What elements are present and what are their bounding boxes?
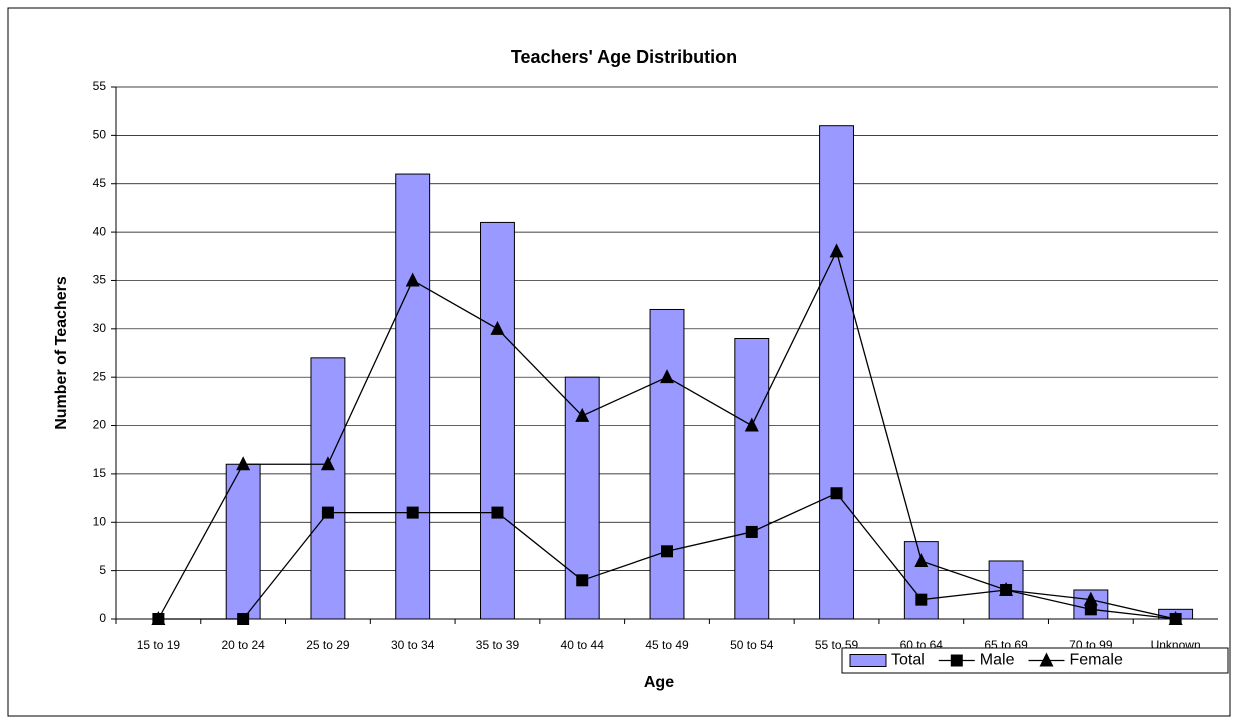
x-axis-label: Age xyxy=(644,674,674,691)
marker xyxy=(320,456,335,471)
x-tick-label: 45 to 49 xyxy=(645,638,689,652)
marker xyxy=(237,613,250,625)
marker xyxy=(999,581,1014,596)
marker xyxy=(661,545,673,558)
chart-title: Teachers' Age Distribution xyxy=(511,47,737,67)
bar xyxy=(734,337,770,620)
marker xyxy=(1084,603,1097,616)
marker xyxy=(490,320,505,335)
y-tick-label: 40 xyxy=(93,224,107,238)
bar xyxy=(395,173,431,620)
y-axis-label: Number of Teachers xyxy=(53,276,70,430)
marker xyxy=(575,407,590,422)
y-tick-label: 25 xyxy=(93,369,107,383)
y-tick-label: 50 xyxy=(93,128,107,142)
marker xyxy=(406,506,419,519)
y-tick-label: 30 xyxy=(93,321,107,335)
x-tick-label: 15 to 19 xyxy=(137,638,181,652)
bar xyxy=(310,357,346,620)
marker xyxy=(491,506,504,519)
bar xyxy=(480,221,515,620)
marker xyxy=(236,456,251,471)
marker xyxy=(830,487,843,500)
y-tick-label: 5 xyxy=(99,563,106,577)
x-tick-label: 40 to 44 xyxy=(561,638,605,652)
marker xyxy=(660,369,674,384)
legend-label: Total xyxy=(891,652,925,669)
bar xyxy=(649,308,685,620)
y-tick-label: 45 xyxy=(93,176,107,190)
marker xyxy=(151,611,166,625)
bar xyxy=(225,463,261,620)
legend-label: Male xyxy=(980,652,1015,669)
x-tick-label: 50 to 54 xyxy=(730,638,774,652)
bar xyxy=(819,125,854,620)
legend-marker xyxy=(1039,652,1054,667)
x-tick-label: 35 to 39 xyxy=(476,638,520,652)
marker xyxy=(1083,591,1098,606)
x-tick-label: 25 to 29 xyxy=(306,638,350,652)
marker xyxy=(744,417,759,432)
marker xyxy=(915,593,928,606)
marker xyxy=(914,552,929,567)
legend-swatch xyxy=(849,654,887,667)
legend-marker xyxy=(950,654,963,667)
marker xyxy=(576,574,589,587)
marker xyxy=(321,506,334,519)
marker xyxy=(829,243,844,258)
marker xyxy=(405,272,420,287)
y-tick-label: 35 xyxy=(93,273,107,287)
x-tick-label: 30 to 34 xyxy=(391,638,435,652)
marker xyxy=(745,525,758,538)
marker xyxy=(1168,611,1183,625)
y-tick-label: 10 xyxy=(93,514,107,528)
y-tick-label: 15 xyxy=(93,466,107,480)
y-tick-label: 20 xyxy=(93,418,107,432)
x-tick-label: 20 to 24 xyxy=(221,638,265,652)
y-tick-label: 0 xyxy=(99,611,106,625)
y-tick-label: 55 xyxy=(93,79,107,93)
legend-label: Female xyxy=(1069,652,1122,669)
